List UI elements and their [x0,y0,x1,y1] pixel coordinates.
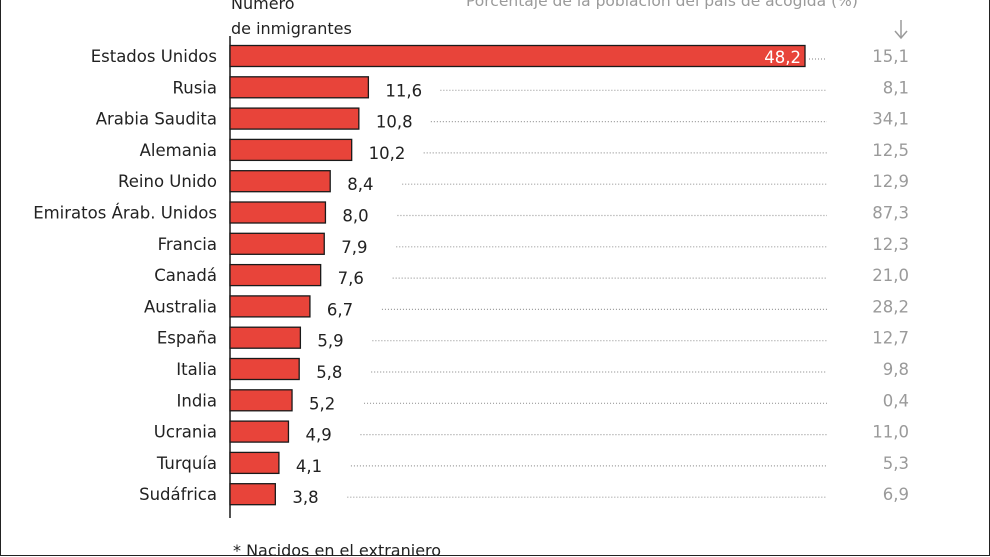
category-label: Alemania [140,141,217,160]
bar [229,326,302,349]
category-label: Ucrania [154,423,217,442]
bar [229,295,311,318]
bar-value-label: 4,1 [296,457,322,476]
bar [229,357,300,381]
percent-label: 34,1 [872,110,909,129]
left-header-line1: Número [231,0,295,13]
bar-value-label: 7,6 [338,269,364,288]
bar [229,263,322,287]
percent-label: 0,4 [883,391,909,410]
bar-value-label: 5,9 [317,332,343,351]
bar-value-label: 48,2 [764,48,801,67]
percent-label: 12,5 [872,141,909,160]
down-arrow-icon [894,20,908,40]
category-label: Turquía [156,454,217,473]
bar [229,170,331,193]
bar-value-label: 7,9 [341,238,367,257]
right-header: Porcentaje de la población del país de a… [466,0,858,10]
percent-label: 15,1 [872,47,909,66]
bar [229,451,280,475]
bar-value-label: 5,8 [316,363,342,382]
bar-value-label: 4,9 [305,426,331,445]
bar [229,232,325,255]
category-label: Sudáfrica [139,485,217,504]
category-label: Italia [176,360,217,379]
bar-value-label: 6,7 [327,300,353,319]
category-label: Francia [158,235,217,254]
bar-value-label: 10,2 [369,144,406,163]
bar-value-label: 5,2 [309,394,335,413]
percent-label: 12,7 [872,329,909,348]
percent-label: 11,0 [872,423,909,442]
bar [229,201,327,224]
category-label: Reino Unido [118,172,217,191]
left-header-line2: de inmigrantes [231,19,352,38]
percent-label: 12,9 [872,172,909,191]
percent-label: 21,0 [872,266,909,285]
category-label: Canadá [154,266,217,285]
bar [229,44,806,68]
percent-label: 8,1 [883,78,909,97]
category-label: Emiratos Árab. Unidos [33,204,217,223]
bar-value-label: 8,0 [342,207,368,226]
category-label: Australia [144,297,217,316]
bar [229,138,353,162]
bar-value-label: 3,8 [292,488,318,507]
bar [229,76,370,99]
percent-label: 28,2 [872,297,909,316]
bar-value-label: 11,6 [385,81,422,100]
percent-label: 5,3 [883,454,909,473]
percent-label: 6,9 [883,485,909,504]
category-label: España [157,329,217,348]
left-header: Número de inmigrantes [231,0,352,41]
bar [229,107,360,130]
bar [229,420,290,443]
category-label: Arabia Saudita [96,110,217,129]
bar [229,483,276,506]
percent-label: 12,3 [872,235,909,254]
bar-value-label: 8,4 [347,175,373,194]
category-label: Estados Unidos [91,47,217,66]
bar [229,389,293,412]
percent-label: 9,8 [883,360,909,379]
percent-label: 87,3 [872,204,909,223]
category-label: Rusia [173,78,217,97]
footnote: * Nacidos en el extranjero [233,541,442,556]
bar-value-label: 10,8 [376,113,413,132]
category-label: India [177,391,218,410]
